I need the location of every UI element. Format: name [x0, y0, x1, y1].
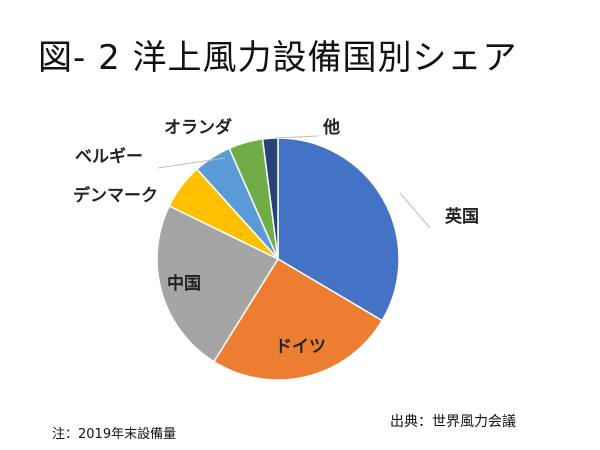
slice-label-4: ベルギー [75, 147, 143, 167]
leader-line-6 [274, 135, 319, 139]
slice-label-1: ドイツ [275, 337, 326, 357]
slice-label-3: デンマーク [73, 185, 158, 206]
leader-line-0 [399, 192, 431, 229]
footnote: 注：2019年末設備量 [52, 427, 177, 442]
slice-label-5: オランダ [164, 117, 232, 138]
slice-label-6: 他 [322, 117, 340, 138]
source-note: 出典：世界風力会議 [390, 414, 516, 430]
slice-label-0: 英国 [445, 206, 479, 227]
leader-line-4 [157, 157, 226, 169]
pie-slice-0 [277, 137, 400, 322]
chart-title: 図- 2 洋上風力設備国別シェア [38, 38, 518, 78]
pie-slice-1 [212, 257, 384, 381]
slice-label-2: 中国 [167, 273, 201, 294]
